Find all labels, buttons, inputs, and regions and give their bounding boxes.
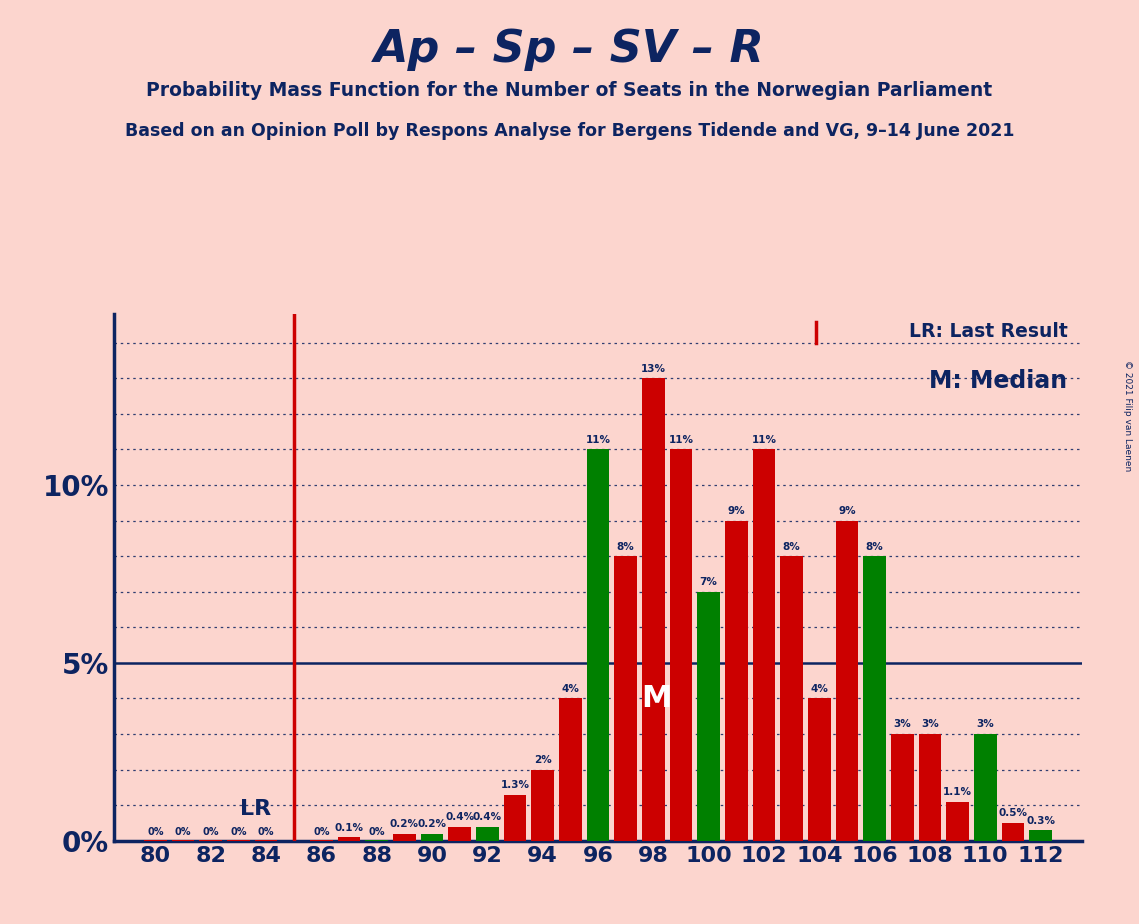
Text: 0.5%: 0.5%: [999, 808, 1027, 819]
Text: 2%: 2%: [534, 755, 551, 765]
Bar: [587, 449, 609, 841]
Text: 0.4%: 0.4%: [445, 812, 474, 822]
Text: 7%: 7%: [699, 578, 718, 587]
Text: 0%: 0%: [230, 827, 247, 836]
Text: 0%: 0%: [203, 827, 219, 836]
Text: 0%: 0%: [313, 827, 329, 836]
Text: 1.1%: 1.1%: [943, 787, 972, 797]
Text: 3%: 3%: [893, 720, 911, 729]
Bar: [863, 556, 886, 841]
Text: 9%: 9%: [728, 506, 745, 516]
Text: 0.3%: 0.3%: [1026, 816, 1055, 825]
Bar: [420, 833, 443, 841]
Bar: [836, 520, 859, 841]
Text: 11%: 11%: [669, 435, 694, 444]
Text: Based on an Opinion Poll by Respons Analyse for Bergens Tidende and VG, 9–14 Jun: Based on an Opinion Poll by Respons Anal…: [125, 122, 1014, 140]
Bar: [642, 378, 665, 841]
Text: LR: LR: [240, 799, 271, 820]
Text: 3%: 3%: [921, 720, 939, 729]
Text: M: Median: M: Median: [929, 370, 1067, 394]
Bar: [697, 591, 720, 841]
Text: 3%: 3%: [976, 720, 994, 729]
Text: 13%: 13%: [641, 363, 666, 373]
Text: 0%: 0%: [257, 827, 274, 836]
Bar: [808, 699, 830, 841]
Text: 8%: 8%: [782, 541, 801, 552]
Bar: [531, 770, 554, 841]
Bar: [476, 827, 499, 841]
Bar: [891, 734, 913, 841]
Text: 0.2%: 0.2%: [390, 819, 419, 829]
Text: 0%: 0%: [368, 827, 385, 836]
Bar: [1001, 823, 1024, 841]
Text: 0.4%: 0.4%: [473, 812, 502, 822]
Text: © 2021 Filip van Laenen: © 2021 Filip van Laenen: [1123, 360, 1132, 471]
Text: M: M: [641, 684, 671, 713]
Bar: [724, 520, 747, 841]
Bar: [559, 699, 582, 841]
Text: 1.3%: 1.3%: [500, 780, 530, 790]
Bar: [918, 734, 941, 841]
Text: 0.1%: 0.1%: [335, 822, 363, 833]
Text: Ap – Sp – SV – R: Ap – Sp – SV – R: [374, 28, 765, 71]
Text: 4%: 4%: [562, 684, 580, 694]
Bar: [337, 837, 360, 841]
Text: 11%: 11%: [585, 435, 611, 444]
Bar: [974, 734, 997, 841]
Bar: [614, 556, 637, 841]
Bar: [393, 833, 416, 841]
Text: 11%: 11%: [752, 435, 777, 444]
Text: 8%: 8%: [866, 541, 884, 552]
Bar: [503, 795, 526, 841]
Bar: [1030, 830, 1052, 841]
Bar: [947, 802, 969, 841]
Bar: [780, 556, 803, 841]
Text: 9%: 9%: [838, 506, 855, 516]
Text: 4%: 4%: [810, 684, 828, 694]
Text: LR: Last Result: LR: Last Result: [909, 322, 1067, 341]
Bar: [753, 449, 776, 841]
Text: 0%: 0%: [147, 827, 164, 836]
Text: 0.2%: 0.2%: [418, 819, 446, 829]
Text: 0%: 0%: [174, 827, 191, 836]
Text: Probability Mass Function for the Number of Seats in the Norwegian Parliament: Probability Mass Function for the Number…: [147, 81, 992, 101]
Bar: [449, 827, 472, 841]
Text: 8%: 8%: [616, 541, 634, 552]
Bar: [670, 449, 693, 841]
